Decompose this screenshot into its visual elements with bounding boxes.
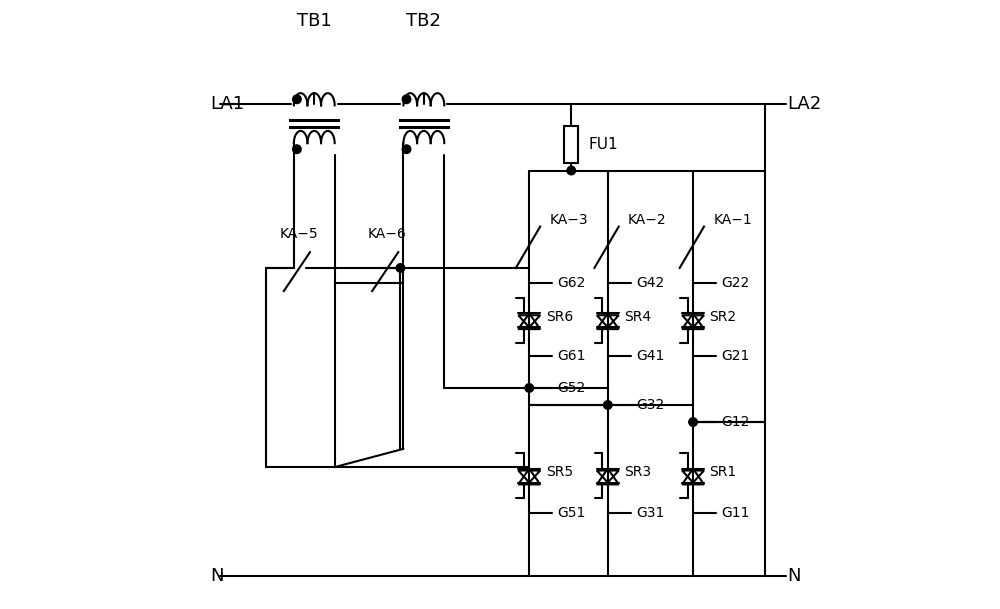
- Text: G41: G41: [636, 350, 664, 363]
- Text: FU1: FU1: [588, 137, 618, 152]
- Text: SR1: SR1: [709, 465, 737, 479]
- Text: G52: G52: [557, 381, 585, 395]
- Circle shape: [402, 95, 411, 104]
- Text: G32: G32: [636, 398, 664, 412]
- Text: G12: G12: [721, 415, 749, 429]
- Text: G51: G51: [557, 507, 586, 520]
- Text: G21: G21: [721, 350, 749, 363]
- Text: N: N: [787, 566, 801, 585]
- Text: G31: G31: [636, 507, 664, 520]
- Text: KA−1: KA−1: [713, 214, 752, 227]
- Text: SR4: SR4: [624, 310, 651, 323]
- Text: TB1: TB1: [297, 12, 332, 30]
- Text: KA−2: KA−2: [628, 214, 667, 227]
- Circle shape: [689, 418, 697, 426]
- Circle shape: [604, 401, 612, 409]
- Text: KA−6: KA−6: [368, 228, 407, 241]
- Text: SR2: SR2: [709, 310, 737, 323]
- Text: G61: G61: [557, 350, 586, 363]
- Text: KA−3: KA−3: [549, 214, 588, 227]
- Text: LA1: LA1: [211, 94, 245, 113]
- Text: G42: G42: [636, 276, 664, 290]
- Circle shape: [567, 166, 576, 175]
- Text: G62: G62: [557, 276, 586, 290]
- Circle shape: [293, 145, 301, 153]
- Text: SR5: SR5: [546, 465, 573, 479]
- Circle shape: [293, 95, 301, 104]
- Text: G11: G11: [721, 507, 750, 520]
- Bar: [564, 126, 578, 163]
- Text: LA2: LA2: [787, 94, 822, 113]
- Circle shape: [525, 384, 533, 392]
- Text: TB2: TB2: [406, 12, 441, 30]
- Text: SR6: SR6: [546, 310, 573, 323]
- Circle shape: [402, 145, 411, 153]
- Text: SR3: SR3: [624, 465, 651, 479]
- Text: G22: G22: [721, 276, 749, 290]
- Text: N: N: [211, 566, 224, 585]
- Text: KA−5: KA−5: [280, 228, 318, 241]
- Circle shape: [396, 264, 405, 272]
